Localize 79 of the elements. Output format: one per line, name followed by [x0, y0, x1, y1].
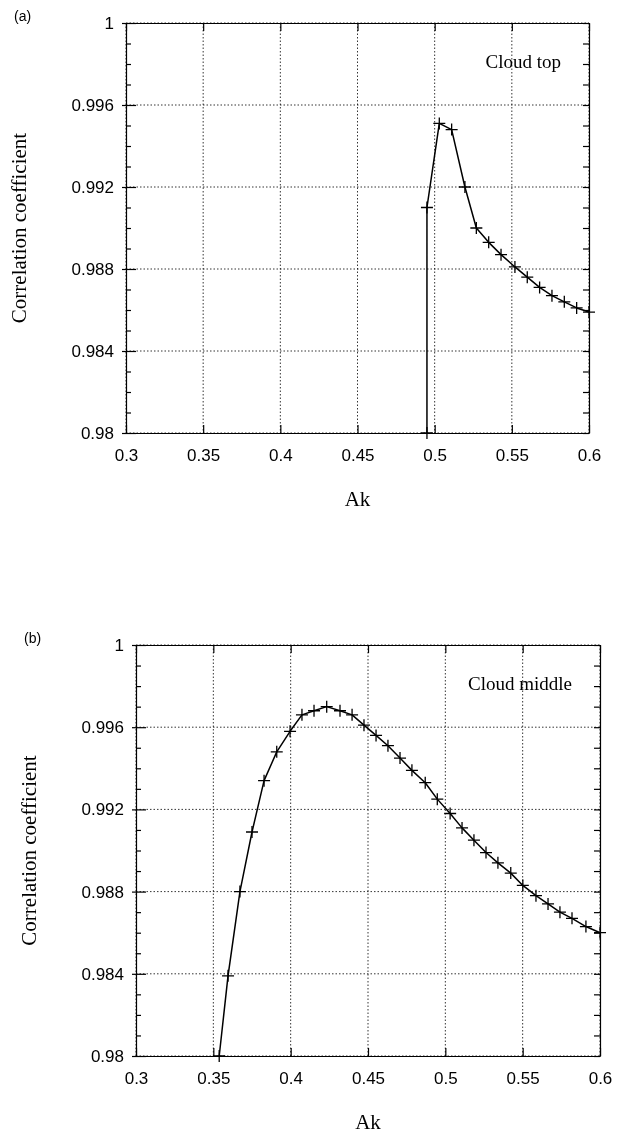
x-tick-label: 0.6	[577, 446, 602, 466]
y-tick-label: 0.992	[81, 800, 124, 820]
point	[494, 248, 508, 262]
point	[420, 426, 434, 440]
point	[420, 200, 434, 215]
x-tick-label: 0.45	[351, 1069, 386, 1089]
x-tick-label: 0.35	[197, 1069, 231, 1089]
point	[479, 845, 493, 860]
x-tick-label: 0.4	[269, 446, 293, 466]
point	[333, 704, 347, 718]
x-axis-title: Ak	[344, 487, 371, 511]
point	[516, 878, 530, 893]
x-tick-label: 0.45	[341, 446, 375, 466]
point	[520, 270, 534, 284]
annotation: Cloud middle	[468, 673, 572, 694]
point	[432, 116, 446, 131]
x-axis-title: Ak	[355, 1110, 382, 1130]
y-tick-label: 0.984	[81, 964, 124, 984]
y-tick-label: 0.98	[90, 1046, 124, 1066]
point	[545, 289, 559, 303]
x-tick-label: 0.35	[187, 446, 221, 466]
x-tick-label: 0.3	[114, 446, 139, 466]
point	[283, 724, 297, 738]
point	[553, 905, 567, 919]
point	[270, 745, 284, 759]
point	[357, 718, 371, 732]
point	[369, 728, 383, 743]
y-tick-label: 0.98	[80, 423, 114, 443]
point	[345, 708, 359, 722]
annotation: Cloud top	[485, 51, 561, 72]
x-tick-label: 0.55	[495, 446, 529, 466]
point	[320, 700, 334, 714]
point	[381, 739, 395, 753]
point	[508, 260, 522, 274]
point	[405, 763, 419, 777]
point	[393, 751, 407, 765]
x-tick-label: 0.6	[588, 1069, 613, 1089]
point	[245, 825, 259, 839]
point	[257, 773, 271, 788]
x-tick-label: 0.3	[124, 1069, 149, 1089]
point	[418, 776, 432, 790]
point	[295, 708, 309, 722]
point	[570, 301, 584, 315]
y-tick-label: 0.988	[71, 259, 114, 279]
point	[443, 806, 457, 821]
y-tick-label: 1	[114, 635, 124, 655]
point	[504, 866, 518, 880]
point	[541, 897, 555, 911]
point	[458, 180, 472, 194]
y-axis-title: Correlation coefficient	[7, 132, 31, 324]
point	[593, 926, 607, 940]
point	[307, 704, 321, 718]
point	[529, 889, 543, 903]
point	[467, 833, 481, 847]
point	[491, 856, 505, 870]
point	[579, 919, 593, 934]
x-tick-label: 0.5	[434, 1069, 458, 1089]
text: (a)	[14, 8, 32, 24]
y-tick-label: 0.996	[81, 718, 124, 738]
text: (b)	[24, 630, 42, 646]
x-tick-label: 0.55	[506, 1069, 540, 1089]
point	[469, 221, 483, 235]
x-tick-label: 0.4	[279, 1069, 303, 1089]
point	[532, 280, 547, 295]
point	[221, 969, 235, 983]
point	[455, 821, 469, 835]
point	[557, 295, 571, 309]
y-tick-label: 1	[104, 13, 114, 33]
y-tick-label: 0.984	[71, 341, 114, 361]
y-tick-label: 0.996	[71, 95, 114, 115]
point	[482, 235, 496, 249]
point	[444, 122, 459, 137]
x-tick-label: 0.5	[423, 446, 447, 466]
y-tick-label: 0.992	[71, 177, 114, 197]
point	[233, 884, 247, 899]
point	[565, 911, 579, 925]
y-tick-label: 0.988	[81, 882, 124, 902]
y-axis-title: Correlation coefficient	[17, 755, 41, 946]
point	[430, 792, 444, 806]
